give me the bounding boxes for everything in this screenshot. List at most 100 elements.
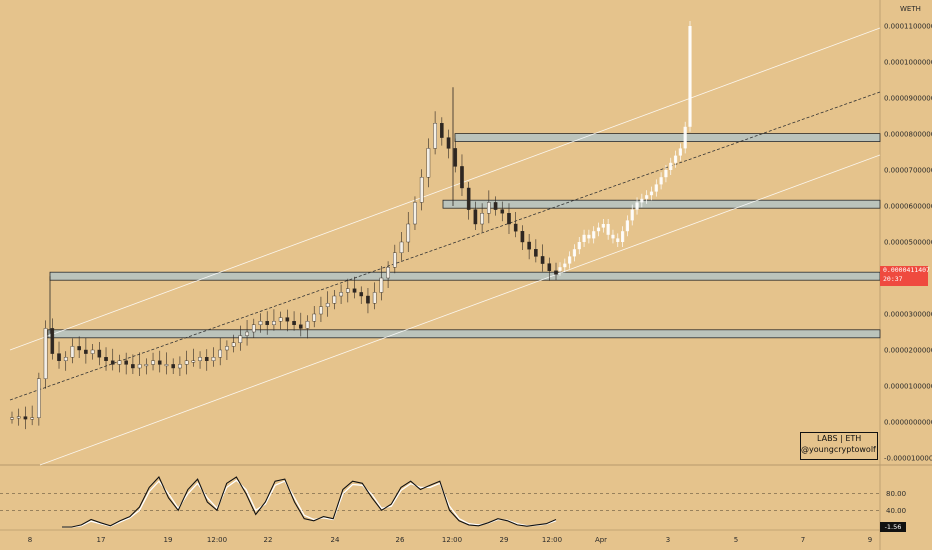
price-tick-label: 0.0000300000 — [884, 311, 932, 319]
time-tick-label: Apr — [595, 536, 607, 544]
candle-body — [292, 321, 296, 326]
candle-body — [473, 209, 478, 225]
candle-body — [406, 223, 411, 243]
projection-body — [645, 195, 649, 199]
candle-body — [238, 335, 243, 344]
channel-upper — [9, 27, 881, 351]
price-tick-label: 0.0000900000 — [884, 95, 932, 103]
candle-body — [77, 346, 81, 351]
price-tick-label: 0.0001000000 — [884, 59, 932, 67]
oscillator-tick-label: 80.00 — [886, 490, 906, 498]
time-tick-label: 19 — [164, 536, 173, 544]
projection-body — [563, 263, 567, 268]
candle-body — [251, 324, 256, 333]
candle-body — [534, 248, 538, 257]
support-resistance-zones — [47, 133, 881, 339]
candle-body — [466, 187, 471, 210]
candle-body — [23, 416, 28, 420]
price-scale-symbol: WETH — [900, 5, 921, 13]
candle-body — [198, 357, 202, 362]
oscillator-current-value: -1.56 — [880, 522, 906, 532]
projection-body — [625, 220, 630, 232]
projection-body — [649, 191, 654, 196]
oscillator-panel — [0, 476, 880, 528]
trend-channel — [9, 27, 881, 466]
current-price-value: 0.0000411407 — [883, 266, 930, 274]
candle-body — [413, 202, 417, 225]
candle-body — [151, 360, 155, 365]
candle-body — [258, 321, 263, 326]
price-tick-label: 0.0000500000 — [884, 239, 932, 247]
candle-body — [393, 252, 397, 268]
candle-body — [305, 321, 310, 329]
projection-body — [669, 162, 673, 170]
projection-body — [606, 224, 610, 235]
watermark-line2: @youngcryptowolf — [801, 445, 876, 454]
oscillator-scale: 80.00 40.00 — [886, 490, 906, 515]
candle-body — [30, 417, 34, 420]
price-tick-label: 0.0000200000 — [884, 347, 932, 355]
time-tick-label: 22 — [264, 536, 273, 544]
projection-body — [601, 224, 605, 228]
projection-body — [673, 155, 678, 163]
candle-body — [97, 349, 102, 358]
candle-body — [379, 277, 384, 293]
candle-body — [157, 360, 162, 365]
time-tick-label: 9 — [868, 536, 872, 544]
time-tick-label: 12:00 — [442, 536, 462, 544]
candle-body — [332, 295, 337, 304]
zone-rect — [47, 329, 881, 339]
time-tick-label: 17 — [97, 536, 106, 544]
projection-body — [592, 231, 596, 239]
candle-body — [540, 256, 545, 264]
price-tick-label: -0.0000100000 — [884, 455, 932, 463]
candle-body — [453, 148, 458, 167]
candle-body — [164, 364, 169, 367]
price-tick-label: 0.0000600000 — [884, 203, 932, 211]
projection-body — [568, 256, 572, 264]
candle-body — [493, 202, 498, 210]
candle-body — [507, 212, 511, 225]
candle-body — [57, 353, 61, 362]
zone-rect — [454, 133, 881, 143]
candle-body — [16, 416, 21, 419]
candle-body — [419, 176, 424, 203]
candle-body — [265, 321, 270, 326]
candle-body — [487, 202, 491, 214]
candle-body — [110, 360, 115, 365]
price-tick-label: 0.0001100000 — [884, 23, 932, 31]
projection-body — [616, 238, 620, 242]
time-tick-label: 7 — [801, 536, 805, 544]
candle-body — [433, 122, 437, 149]
candle-body — [171, 364, 175, 369]
projection-body — [611, 234, 615, 239]
projection-body — [635, 202, 639, 210]
candle-body — [480, 212, 484, 225]
candle-body — [372, 292, 377, 304]
projection-body — [558, 267, 562, 271]
candle-body — [325, 303, 330, 308]
candle-body — [117, 360, 122, 365]
time-tick-label: 8 — [28, 536, 32, 544]
candle-body — [178, 364, 182, 369]
candle-body — [312, 313, 317, 322]
time-tick-label: 26 — [396, 536, 405, 544]
candle-body — [211, 357, 216, 362]
price-scale: 0.0001100000 0.0001000000 0.0000900000 0.00… — [884, 23, 932, 463]
candle-body — [231, 342, 236, 347]
projection-body — [654, 184, 658, 192]
channel-middle — [9, 91, 881, 401]
time-tick-label: 3 — [666, 536, 670, 544]
candle-body — [346, 288, 350, 293]
candle-body — [513, 223, 518, 232]
projection-body — [664, 170, 668, 178]
time-tick-label: 5 — [734, 536, 738, 544]
candles — [10, 87, 558, 430]
main-panel-bg — [0, 0, 880, 465]
projection-candles — [558, 21, 692, 276]
candle-body — [399, 241, 404, 254]
candle-body — [554, 270, 558, 275]
time-tick-label: 29 — [500, 536, 509, 544]
candle-body — [272, 321, 276, 326]
